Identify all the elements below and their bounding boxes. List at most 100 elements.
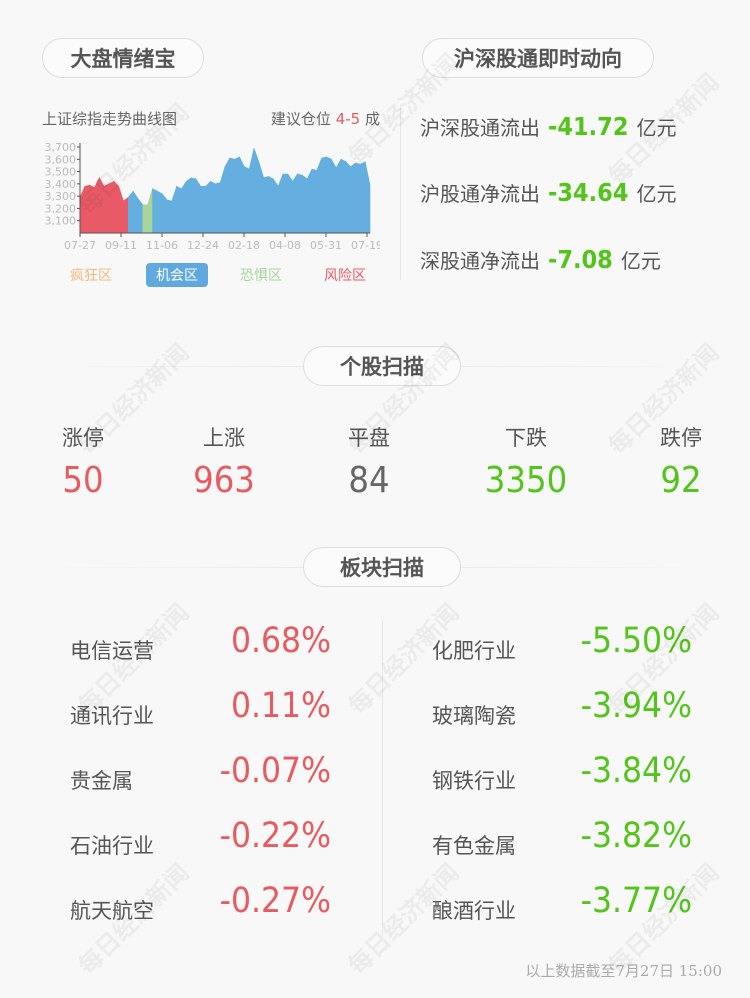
area-segment xyxy=(89,184,95,234)
area-segment xyxy=(229,157,235,234)
stock-stat-0: 涨停 50 xyxy=(23,422,143,501)
divider xyxy=(382,620,383,935)
legend-crazy[interactable]: 疯狂区 xyxy=(70,268,112,284)
area-segment xyxy=(108,180,115,234)
divider xyxy=(400,105,401,280)
sector-name: 化肥行业 xyxy=(432,639,516,663)
sector-change: -5.50% xyxy=(580,621,692,661)
sector-name: 玻璃陶瓷 xyxy=(432,704,516,728)
flow-title: 沪深股通即时动向 xyxy=(422,38,654,78)
sector-change: -3.84% xyxy=(580,751,692,791)
x-tick-label: 07-27 xyxy=(64,239,96,252)
sector-name: 石油行业 xyxy=(70,834,154,858)
area-segment xyxy=(205,180,211,234)
chart-legend: 疯狂区 机会区 恐惧区 风险区 xyxy=(70,263,390,287)
sectors-title: 板块扫描 xyxy=(303,547,461,587)
area-segment xyxy=(258,161,264,234)
area-segment xyxy=(268,175,274,234)
sector-change: 0.68% xyxy=(230,621,331,661)
sector-change: -3.94% xyxy=(580,686,692,726)
y-tick-label: 3,600 xyxy=(45,153,77,166)
advice-suffix: 成 xyxy=(364,110,380,128)
area-segment xyxy=(200,186,206,234)
x-tick-label: 05-31 xyxy=(310,239,342,252)
area-segment xyxy=(253,148,260,234)
sector-name: 通讯行业 xyxy=(70,704,154,728)
sector-name: 钢铁行业 xyxy=(432,769,516,793)
stat-label: 涨停 xyxy=(62,426,104,450)
stat-value: 963 xyxy=(193,460,255,501)
area-segment xyxy=(239,156,245,234)
area-segment xyxy=(287,173,293,234)
area-segment xyxy=(345,161,351,234)
area-segment xyxy=(142,204,148,234)
stat-label: 跌停 xyxy=(660,426,702,450)
area-segment xyxy=(94,177,100,234)
y-tick-label: 3,700 xyxy=(45,141,77,154)
area-segment xyxy=(128,190,134,234)
stock-stat-4: 跌停 92 xyxy=(621,422,741,501)
stat-label: 下跌 xyxy=(505,426,547,450)
area-segment xyxy=(297,173,303,234)
x-tick-label: 11-06 xyxy=(146,239,178,252)
x-tick-label: 04-08 xyxy=(269,239,301,252)
area-segment xyxy=(248,148,255,234)
area-segment xyxy=(326,156,332,234)
area-segment xyxy=(137,197,144,234)
stat-value: 50 xyxy=(62,460,104,501)
area-segment xyxy=(152,188,158,234)
advice-value: 4-5 xyxy=(335,110,361,128)
area-segment xyxy=(263,176,269,234)
legend-opportunity[interactable]: 机会区 xyxy=(146,263,208,287)
sector-name: 贵金属 xyxy=(70,769,133,793)
area-segment xyxy=(103,183,110,234)
area-segment xyxy=(84,184,90,234)
stat-value: 3350 xyxy=(484,460,568,501)
area-segment xyxy=(277,173,284,234)
area-segment xyxy=(224,156,231,234)
x-tick-label: 02-18 xyxy=(228,239,260,252)
area-segment xyxy=(166,199,173,234)
area-segment xyxy=(316,157,322,234)
sector-change: -0.07% xyxy=(219,751,331,791)
sector-change: 0.11% xyxy=(230,686,331,726)
area-segment xyxy=(234,156,240,234)
area-segment xyxy=(244,166,250,234)
area-segment xyxy=(79,186,86,234)
y-tick-label: 3,100 xyxy=(45,215,77,228)
area-segment xyxy=(306,168,313,234)
area-segment xyxy=(190,177,197,234)
stock-stat-3: 下跌 3350 xyxy=(466,422,586,501)
x-tick-label: 12-24 xyxy=(187,239,219,252)
area-segment xyxy=(215,182,221,234)
area-segment xyxy=(331,158,337,234)
stat-value: 92 xyxy=(660,460,702,501)
stocks-title: 个股扫描 xyxy=(303,346,461,386)
area-segment xyxy=(219,166,226,234)
stat-value: 84 xyxy=(348,460,390,501)
area-segment xyxy=(161,192,168,234)
flow-row: 深股通净流出 -7.08 亿元 xyxy=(420,245,661,274)
stock-stat-1: 上涨 963 xyxy=(164,422,284,501)
stat-label: 平盘 xyxy=(348,426,390,450)
position-advice: 建议仓位 4-5 成 xyxy=(271,108,380,129)
area-segment xyxy=(292,173,298,234)
area-segment xyxy=(335,158,342,234)
area-segment xyxy=(171,186,177,234)
sector-name: 电信运营 xyxy=(70,639,154,663)
legend-risk[interactable]: 风险区 xyxy=(324,268,366,284)
stock-stat-2: 平盘 84 xyxy=(309,422,429,501)
x-tick-label: 09-11 xyxy=(105,239,137,252)
area-segment xyxy=(273,177,279,234)
y-tick-label: 3,200 xyxy=(45,202,77,215)
sector-change: -0.27% xyxy=(219,881,331,921)
area-segment xyxy=(147,188,153,234)
legend-fear[interactable]: 恐惧区 xyxy=(240,268,282,284)
sector-change: -3.77% xyxy=(580,881,692,921)
area-segment xyxy=(311,168,318,234)
sentiment-title: 大盘情绪宝 xyxy=(42,38,204,78)
sector-change: -0.22% xyxy=(219,816,331,856)
flow-row: 沪深股通流出 -41.72 亿元 xyxy=(420,112,677,141)
y-tick-label: 3,400 xyxy=(45,178,77,191)
